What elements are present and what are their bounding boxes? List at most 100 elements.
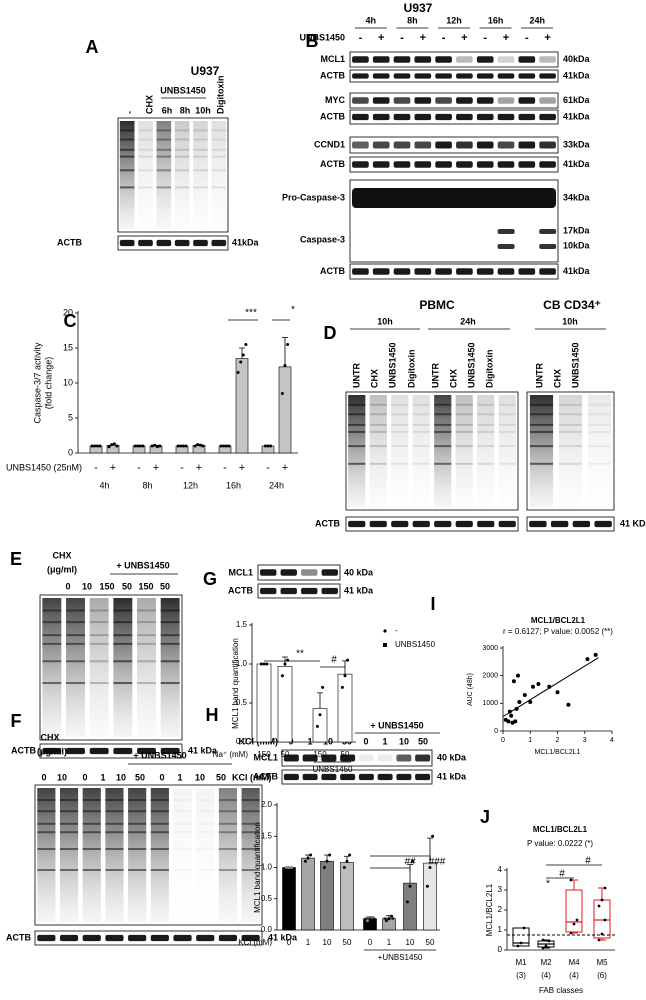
smear-band bbox=[59, 810, 79, 813]
band bbox=[372, 56, 390, 63]
band bbox=[497, 141, 515, 149]
panel-letter: C bbox=[64, 311, 77, 331]
x-axis-label: FAB classes bbox=[539, 986, 583, 995]
smear-band bbox=[173, 810, 191, 812]
label: PBMC bbox=[419, 298, 455, 312]
smear-band bbox=[156, 148, 172, 151]
label: 150 bbox=[138, 581, 153, 591]
annotation: *** bbox=[383, 916, 395, 927]
box bbox=[512, 927, 530, 947]
blot bbox=[349, 69, 559, 83]
smear-band bbox=[150, 822, 169, 825]
bar bbox=[337, 673, 353, 743]
blot bbox=[349, 92, 559, 109]
smear bbox=[82, 788, 101, 922]
label: ACTB bbox=[320, 70, 345, 80]
smear-band bbox=[412, 462, 430, 465]
smear bbox=[348, 395, 366, 507]
x-tick-label: (4) bbox=[541, 971, 551, 980]
label: 0 bbox=[159, 772, 164, 782]
x-tick-label: 150 bbox=[313, 750, 327, 759]
smear-band bbox=[66, 660, 85, 663]
data-point bbox=[322, 866, 326, 869]
data-point bbox=[112, 442, 116, 446]
band bbox=[497, 244, 515, 249]
label: - bbox=[525, 32, 529, 44]
band bbox=[414, 268, 432, 275]
band bbox=[372, 73, 390, 79]
label: (μg/ml) bbox=[37, 746, 67, 756]
label: ACTB bbox=[315, 518, 340, 528]
data-point bbox=[266, 444, 270, 448]
smear-band bbox=[498, 430, 516, 433]
band bbox=[393, 113, 411, 121]
smear-band bbox=[558, 413, 583, 416]
smear-band bbox=[105, 822, 124, 825]
label: 10 bbox=[57, 772, 67, 782]
data-point bbox=[136, 444, 140, 448]
annotation: *** bbox=[245, 308, 257, 319]
smear-band bbox=[89, 634, 109, 637]
x-tick-label: 0 bbox=[501, 737, 505, 744]
smear-band bbox=[477, 462, 495, 465]
panel-letter: B bbox=[306, 31, 319, 51]
data-point bbox=[569, 931, 573, 935]
x-tick-label: 3 bbox=[583, 737, 587, 744]
band bbox=[128, 934, 147, 942]
y-axis-label: (fold change) bbox=[43, 357, 53, 410]
smear-band bbox=[498, 403, 516, 406]
smear-band bbox=[498, 462, 516, 465]
smear-band bbox=[66, 634, 85, 637]
band bbox=[434, 520, 452, 528]
x-tick-label: 10 bbox=[323, 938, 332, 947]
smear-band bbox=[42, 634, 62, 637]
band bbox=[497, 97, 515, 104]
label: + bbox=[544, 32, 550, 44]
smear-band bbox=[369, 445, 387, 448]
data-point bbox=[263, 444, 267, 448]
panel-letter: H bbox=[206, 705, 219, 725]
band bbox=[435, 268, 452, 275]
smear-band bbox=[128, 822, 147, 825]
smear-band bbox=[150, 848, 169, 850]
smear-band bbox=[558, 430, 583, 433]
smear-band bbox=[89, 660, 109, 663]
data-point bbox=[597, 904, 601, 908]
data-point bbox=[286, 343, 290, 346]
smear-band bbox=[156, 129, 172, 132]
band bbox=[456, 141, 473, 149]
label: UNBS1450 bbox=[570, 342, 580, 388]
label: Digitoxin bbox=[215, 76, 225, 115]
y-tick-label: 2.0 bbox=[261, 800, 273, 809]
x-tick-label: - bbox=[94, 462, 98, 474]
label: + bbox=[420, 32, 426, 44]
data-point bbox=[405, 900, 409, 904]
label: 50 bbox=[418, 736, 428, 746]
label: 0 bbox=[363, 736, 368, 746]
band bbox=[82, 934, 101, 942]
smear-band bbox=[138, 129, 153, 132]
label: + bbox=[503, 32, 509, 44]
band bbox=[340, 754, 356, 762]
smear-band bbox=[128, 848, 147, 850]
smear-band bbox=[128, 810, 147, 813]
smear-band bbox=[66, 682, 85, 684]
smear-band bbox=[348, 462, 366, 465]
smear-band bbox=[193, 169, 208, 172]
label: 41 kDa bbox=[268, 932, 298, 942]
band bbox=[301, 587, 318, 595]
data-point bbox=[411, 859, 415, 863]
label: 150 bbox=[99, 581, 114, 591]
smear-band bbox=[137, 642, 156, 645]
smear-band bbox=[105, 869, 124, 871]
smear bbox=[477, 395, 495, 507]
smear-band bbox=[477, 403, 495, 406]
band bbox=[518, 268, 536, 275]
smear-band bbox=[587, 423, 612, 426]
x-tick-label: + bbox=[239, 462, 245, 474]
x-tick-label: 0 bbox=[368, 938, 373, 947]
label: 41 KDa bbox=[620, 518, 646, 528]
y-tick-label: 4 bbox=[498, 865, 503, 874]
smear-band bbox=[558, 445, 583, 448]
smear-band bbox=[160, 682, 180, 684]
